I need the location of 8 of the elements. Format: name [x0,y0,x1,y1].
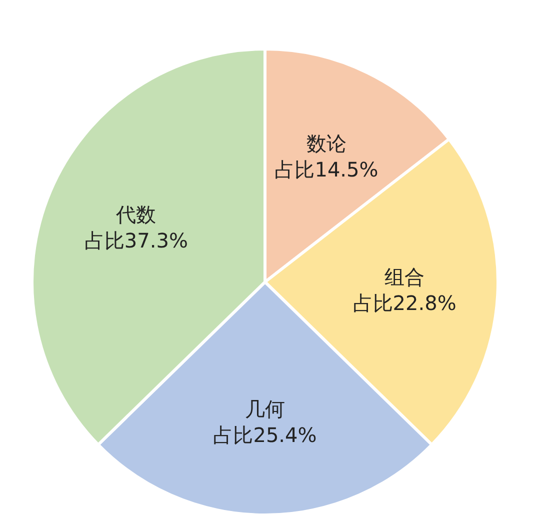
slice-label: 组合 [384,264,425,289]
slice-label: 代数 [115,202,156,227]
slice-label: 数论 [306,131,347,156]
data-label: 占比14.5% [274,157,378,182]
data-label: 占比22.8% [352,290,456,315]
slice-label: 几何 [245,396,285,421]
data-label: 占比37.3% [84,228,188,253]
data-label: 占比25.4% [213,422,317,447]
